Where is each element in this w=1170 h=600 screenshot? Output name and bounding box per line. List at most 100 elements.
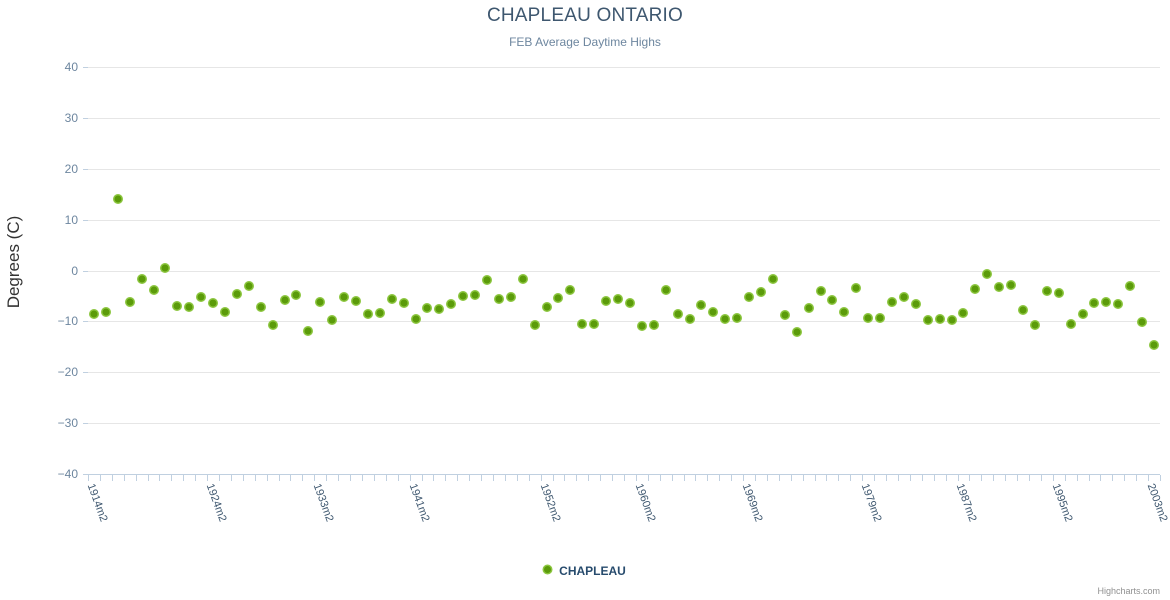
data-point[interactable] bbox=[626, 299, 634, 307]
data-point[interactable] bbox=[400, 299, 408, 307]
data-point[interactable] bbox=[1114, 300, 1122, 308]
legend-item-chapleau[interactable]: CHAPLEAU bbox=[559, 563, 626, 578]
data-point[interactable] bbox=[221, 308, 229, 316]
chart-legend[interactable]: CHAPLEAU bbox=[0, 563, 1170, 578]
data-point[interactable] bbox=[1031, 321, 1039, 329]
data-point[interactable] bbox=[495, 295, 503, 303]
data-point[interactable] bbox=[662, 286, 670, 294]
credits-label[interactable]: Highcharts.com bbox=[1097, 586, 1160, 596]
data-point[interactable] bbox=[1150, 341, 1158, 349]
data-point[interactable] bbox=[733, 314, 741, 322]
data-point[interactable] bbox=[1055, 289, 1063, 297]
data-point[interactable] bbox=[304, 327, 312, 335]
data-point[interactable] bbox=[316, 298, 324, 306]
data-point[interactable] bbox=[507, 293, 515, 301]
data-point[interactable] bbox=[686, 315, 693, 323]
data-point[interactable] bbox=[745, 293, 753, 301]
data-point[interactable] bbox=[959, 309, 967, 317]
data-point[interactable] bbox=[483, 276, 491, 284]
data-point[interactable] bbox=[102, 308, 110, 316]
data-point[interactable] bbox=[423, 304, 431, 312]
data-point[interactable] bbox=[388, 295, 396, 303]
data-point[interactable] bbox=[876, 314, 884, 322]
data-point[interactable] bbox=[197, 293, 205, 301]
data-point[interactable] bbox=[435, 305, 443, 313]
data-point[interactable] bbox=[888, 298, 896, 306]
data-point[interactable] bbox=[614, 295, 622, 303]
data-point[interactable] bbox=[805, 304, 813, 312]
data-point[interactable] bbox=[459, 292, 467, 300]
data-point[interactable] bbox=[793, 328, 801, 336]
data-point[interactable] bbox=[1079, 310, 1087, 318]
data-point[interactable] bbox=[721, 315, 729, 323]
data-point[interactable] bbox=[1138, 318, 1146, 326]
data-point[interactable] bbox=[150, 286, 157, 294]
data-point[interactable] bbox=[912, 300, 920, 308]
data-point[interactable] bbox=[173, 302, 181, 310]
data-point[interactable] bbox=[995, 283, 1003, 291]
data-point[interactable] bbox=[948, 316, 956, 324]
data-point[interactable] bbox=[1102, 298, 1110, 306]
data-point[interactable] bbox=[578, 320, 586, 328]
data-point[interactable] bbox=[817, 287, 825, 295]
data-point[interactable] bbox=[126, 298, 134, 306]
data-point[interactable] bbox=[364, 310, 372, 318]
data-point[interactable] bbox=[840, 308, 848, 316]
data-point[interactable] bbox=[114, 195, 122, 203]
data-point[interactable] bbox=[1126, 282, 1134, 290]
data-point[interactable] bbox=[828, 296, 836, 304]
data-point[interactable] bbox=[447, 300, 455, 308]
data-point[interactable] bbox=[983, 270, 991, 278]
x-tick-mark bbox=[969, 475, 970, 481]
data-point[interactable] bbox=[185, 303, 193, 311]
data-point[interactable] bbox=[709, 308, 717, 316]
data-point[interactable] bbox=[674, 310, 682, 318]
data-point[interactable] bbox=[1007, 281, 1015, 289]
data-point[interactable] bbox=[650, 321, 658, 329]
data-point[interactable] bbox=[245, 282, 253, 290]
data-point[interactable] bbox=[292, 291, 300, 299]
data-point[interactable] bbox=[519, 275, 527, 283]
x-tick-mark bbox=[493, 475, 494, 481]
data-point[interactable] bbox=[638, 322, 646, 330]
data-point[interactable] bbox=[138, 275, 146, 283]
data-point[interactable] bbox=[233, 290, 241, 298]
data-point[interactable] bbox=[757, 288, 765, 296]
data-point[interactable] bbox=[543, 303, 551, 311]
data-point[interactable] bbox=[924, 316, 932, 324]
x-tick-mark bbox=[648, 475, 649, 481]
data-point[interactable] bbox=[281, 296, 289, 304]
data-point[interactable] bbox=[209, 299, 217, 307]
data-point[interactable] bbox=[531, 321, 539, 329]
data-point[interactable] bbox=[161, 264, 169, 272]
data-point[interactable] bbox=[1067, 320, 1075, 328]
x-tick-mark bbox=[958, 475, 959, 481]
data-point[interactable] bbox=[1090, 299, 1098, 307]
data-point[interactable] bbox=[864, 314, 872, 322]
data-point[interactable] bbox=[376, 309, 384, 317]
data-point[interactable] bbox=[328, 316, 336, 324]
data-point[interactable] bbox=[769, 275, 777, 283]
data-point[interactable] bbox=[936, 315, 944, 323]
data-point[interactable] bbox=[781, 311, 789, 319]
data-point[interactable] bbox=[471, 291, 479, 299]
data-point[interactable] bbox=[1043, 287, 1051, 295]
data-point[interactable] bbox=[257, 303, 265, 311]
data-point[interactable] bbox=[554, 294, 562, 302]
data-point[interactable] bbox=[352, 297, 360, 305]
data-point[interactable] bbox=[852, 284, 860, 292]
data-point[interactable] bbox=[697, 301, 705, 309]
data-point[interactable] bbox=[269, 321, 277, 329]
data-point[interactable] bbox=[590, 320, 598, 328]
y-tick-label: −20 bbox=[57, 365, 78, 380]
data-point[interactable] bbox=[412, 315, 420, 323]
data-point[interactable] bbox=[340, 293, 348, 301]
data-point[interactable] bbox=[566, 286, 574, 294]
data-point[interactable] bbox=[1019, 306, 1027, 314]
data-point[interactable] bbox=[602, 297, 610, 305]
data-point[interactable] bbox=[90, 310, 98, 318]
data-point[interactable] bbox=[900, 293, 908, 301]
x-tick-mark bbox=[743, 475, 744, 481]
x-tick-mark bbox=[993, 475, 994, 481]
data-point[interactable] bbox=[971, 285, 979, 293]
